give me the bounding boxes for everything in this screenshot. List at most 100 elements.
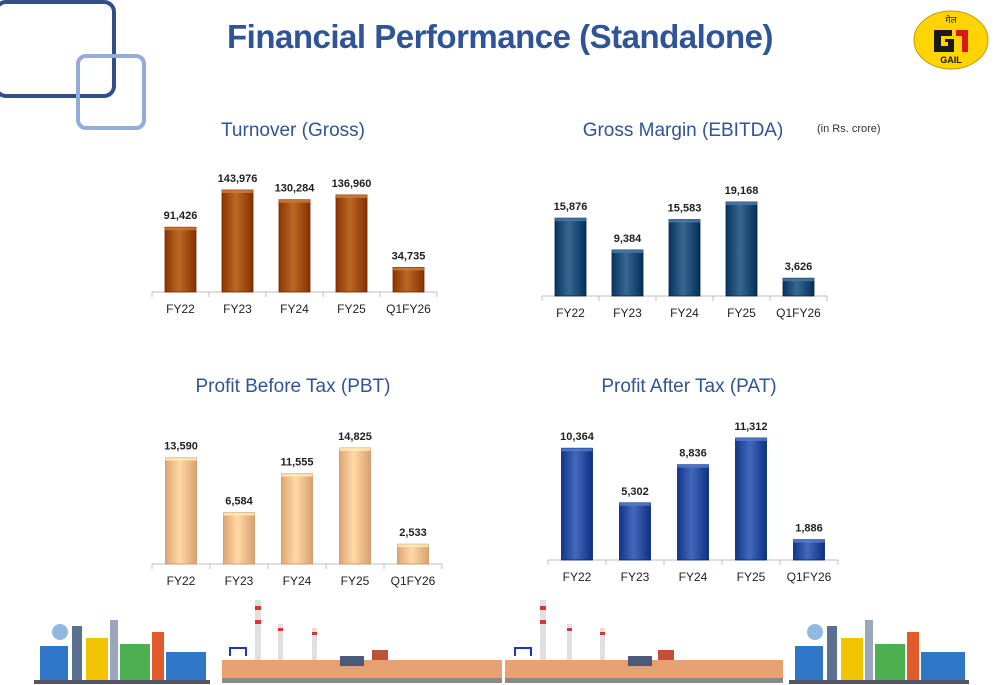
bar-fy22 [164,226,197,293]
factory-illustration-center-left [222,600,502,683]
turnover-chart-plot: 91,426 FY22 143,976 FY23 130,284 FY24 136,960 F… [151,173,438,316]
logo-hindi-text: गेल [945,14,957,26]
data-label: 136,960 [332,178,372,190]
bar-fy22 [165,457,197,565]
pbt-chart-plot: 13,590 FY22 6,584 FY23 11,555 FY24 14,825 FY25 2… [151,431,443,588]
pbt-chart: Profit Before Tax (PBT) 13,590 FY22 6,584 F… [148,376,443,596]
bar-top-highlight [223,512,255,516]
bar-top-highlight [336,194,367,198]
data-label: 10,364 [560,431,595,443]
bar-fy25 [339,447,371,565]
bar-top-highlight [619,502,651,506]
bar-top-highlight [222,190,253,193]
gail-logo: गेल GAIL [913,10,989,70]
category-label: FY23 [223,302,252,316]
bar-top-highlight [726,202,757,205]
category-label: FY24 [670,306,699,320]
bar-fy25 [335,194,368,293]
chart-title: Profit After Tax (PAT) [601,376,777,397]
ebitda-chart: Gross Margin (EBITDA) 15,876 FY22 9,384 FY2… [538,120,828,330]
refinery-illustration-right [789,620,969,684]
bar-top-highlight [669,219,700,223]
bar-fy24 [677,464,709,561]
data-label: 9,384 [614,233,642,245]
data-label: 13,590 [164,441,198,453]
bar-q1fy26 [392,266,425,293]
pat-chart: Profit After Tax (PAT) 10,364 FY22 5,302 FY… [544,376,839,596]
category-label: FY22 [563,570,592,584]
data-label: 15,583 [668,203,702,215]
category-label: FY25 [341,574,370,588]
bar-top-highlight [735,438,767,441]
bar-top-highlight [165,227,196,231]
category-label: FY23 [225,574,254,588]
category-label: FY22 [167,574,196,588]
ebitda-chart-plot: 15,876 FY22 9,384 FY23 15,583 FY24 19,168 FY25 3… [541,185,828,320]
bar-top-highlight [281,473,313,477]
data-label: 11,312 [734,421,767,433]
data-label: 11,555 [280,457,313,469]
refinery-illustration-left [34,620,210,684]
bar-top-highlight [793,539,825,543]
bar-fy25 [725,201,758,297]
unit-note: (in Rs. crore) [817,123,881,135]
category-label: FY22 [556,306,585,320]
data-label: 130,284 [275,183,316,195]
decorative-frame-large [0,0,116,98]
page-title: Financial Performance (Standalone) [227,18,773,55]
data-label: 6,584 [225,495,253,507]
bar-top-highlight [339,448,371,451]
bar-top-highlight [612,249,643,253]
data-label: 91,426 [164,210,198,222]
data-label: 143,976 [218,173,258,185]
chart-title: Turnover (Gross) [221,120,365,141]
bar-fy23 [619,502,651,561]
category-label: FY24 [679,570,708,584]
bar-fy23 [223,512,255,565]
category-label: Q1FY26 [391,574,436,588]
category-label: FY22 [166,302,195,316]
bar-top-highlight [561,448,593,452]
bar-fy24 [281,473,313,565]
industrial-footer-illustration [34,600,969,684]
data-label: 1,886 [795,523,823,535]
bar-fy22 [554,217,587,297]
category-label: FY24 [283,574,312,588]
bar-top-highlight [555,218,586,222]
category-label: FY24 [280,302,309,316]
chart-title: Gross Margin (EBITDA) [582,120,784,141]
bar-top-highlight [279,199,310,203]
bar-top-highlight [393,267,424,271]
category-label: Q1FY26 [386,302,431,316]
chart-title: Profit Before Tax (PBT) [195,376,391,397]
pat-chart-plot: 10,364 FY22 5,302 FY23 8,836 FY24 11,312 FY25 1,… [547,421,839,584]
bar-top-highlight [677,464,709,468]
category-label: FY23 [613,306,642,320]
bar-top-highlight [783,278,814,282]
data-label: 14,825 [338,431,372,443]
data-label: 5,302 [621,486,649,498]
category-label: FY25 [337,302,366,316]
data-label: 3,626 [785,261,813,273]
category-label: FY25 [727,306,756,320]
category-label: FY25 [737,570,766,584]
bar-fy23 [221,189,254,293]
factory-illustration-center-right [505,600,783,683]
bar-q1fy26 [793,539,825,561]
data-label: 34,735 [392,250,426,262]
bar-fy24 [278,199,311,293]
bar-fy24 [668,219,701,297]
data-label: 15,876 [554,201,588,213]
bar-top-highlight [397,544,429,548]
category-label: Q1FY26 [787,570,832,584]
decorative-frame-small [76,54,146,130]
category-label: FY23 [621,570,650,584]
category-label: Q1FY26 [776,306,821,320]
bar-top-highlight [165,457,197,461]
data-label: 19,168 [725,185,759,197]
logo-text: GAIL [940,55,962,65]
bar-fy25 [735,437,767,561]
data-label: 2,533 [399,527,427,539]
turnover-chart: Turnover (Gross) 91,426 FY22 143,976 FY23 13… [148,120,438,330]
bar-fy23 [611,249,644,297]
